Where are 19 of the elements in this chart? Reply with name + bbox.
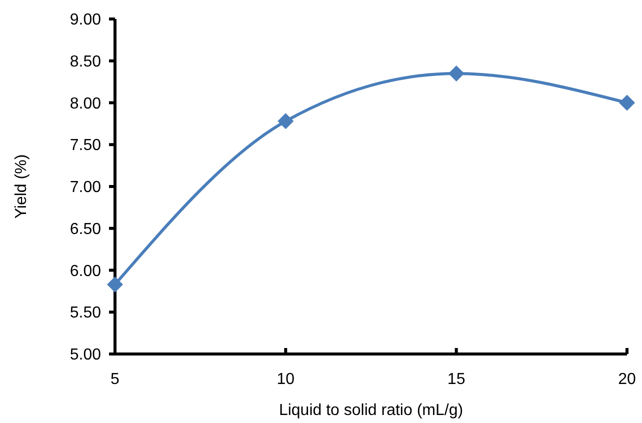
y-tick-label: 8.00 (70, 95, 102, 112)
point (448, 65, 464, 82)
y-axis-title: Yield (%) (13, 154, 30, 219)
point (619, 94, 635, 111)
x-tick-label: 5 (110, 371, 120, 388)
x-axis-title: Liquid to solid ratio (mL/g) (278, 402, 464, 419)
point (278, 113, 294, 130)
y-tick-label: 5.00 (70, 346, 102, 364)
y-tick-label: 7.50 (70, 137, 102, 154)
y-tick-label: 9.00 (70, 12, 102, 29)
x-tick-label: 15 (447, 371, 466, 388)
y-tick-label: 6.00 (70, 262, 102, 280)
y-tick-label: 7.00 (70, 179, 102, 196)
y-tick-label: 6.50 (70, 220, 102, 238)
x-tick-label: 10 (276, 371, 295, 388)
point (107, 276, 123, 292)
x-tick-label: 20 (618, 371, 636, 388)
y-tick-label: 5.50 (70, 304, 102, 322)
y-tick-label: 8.50 (70, 53, 102, 70)
